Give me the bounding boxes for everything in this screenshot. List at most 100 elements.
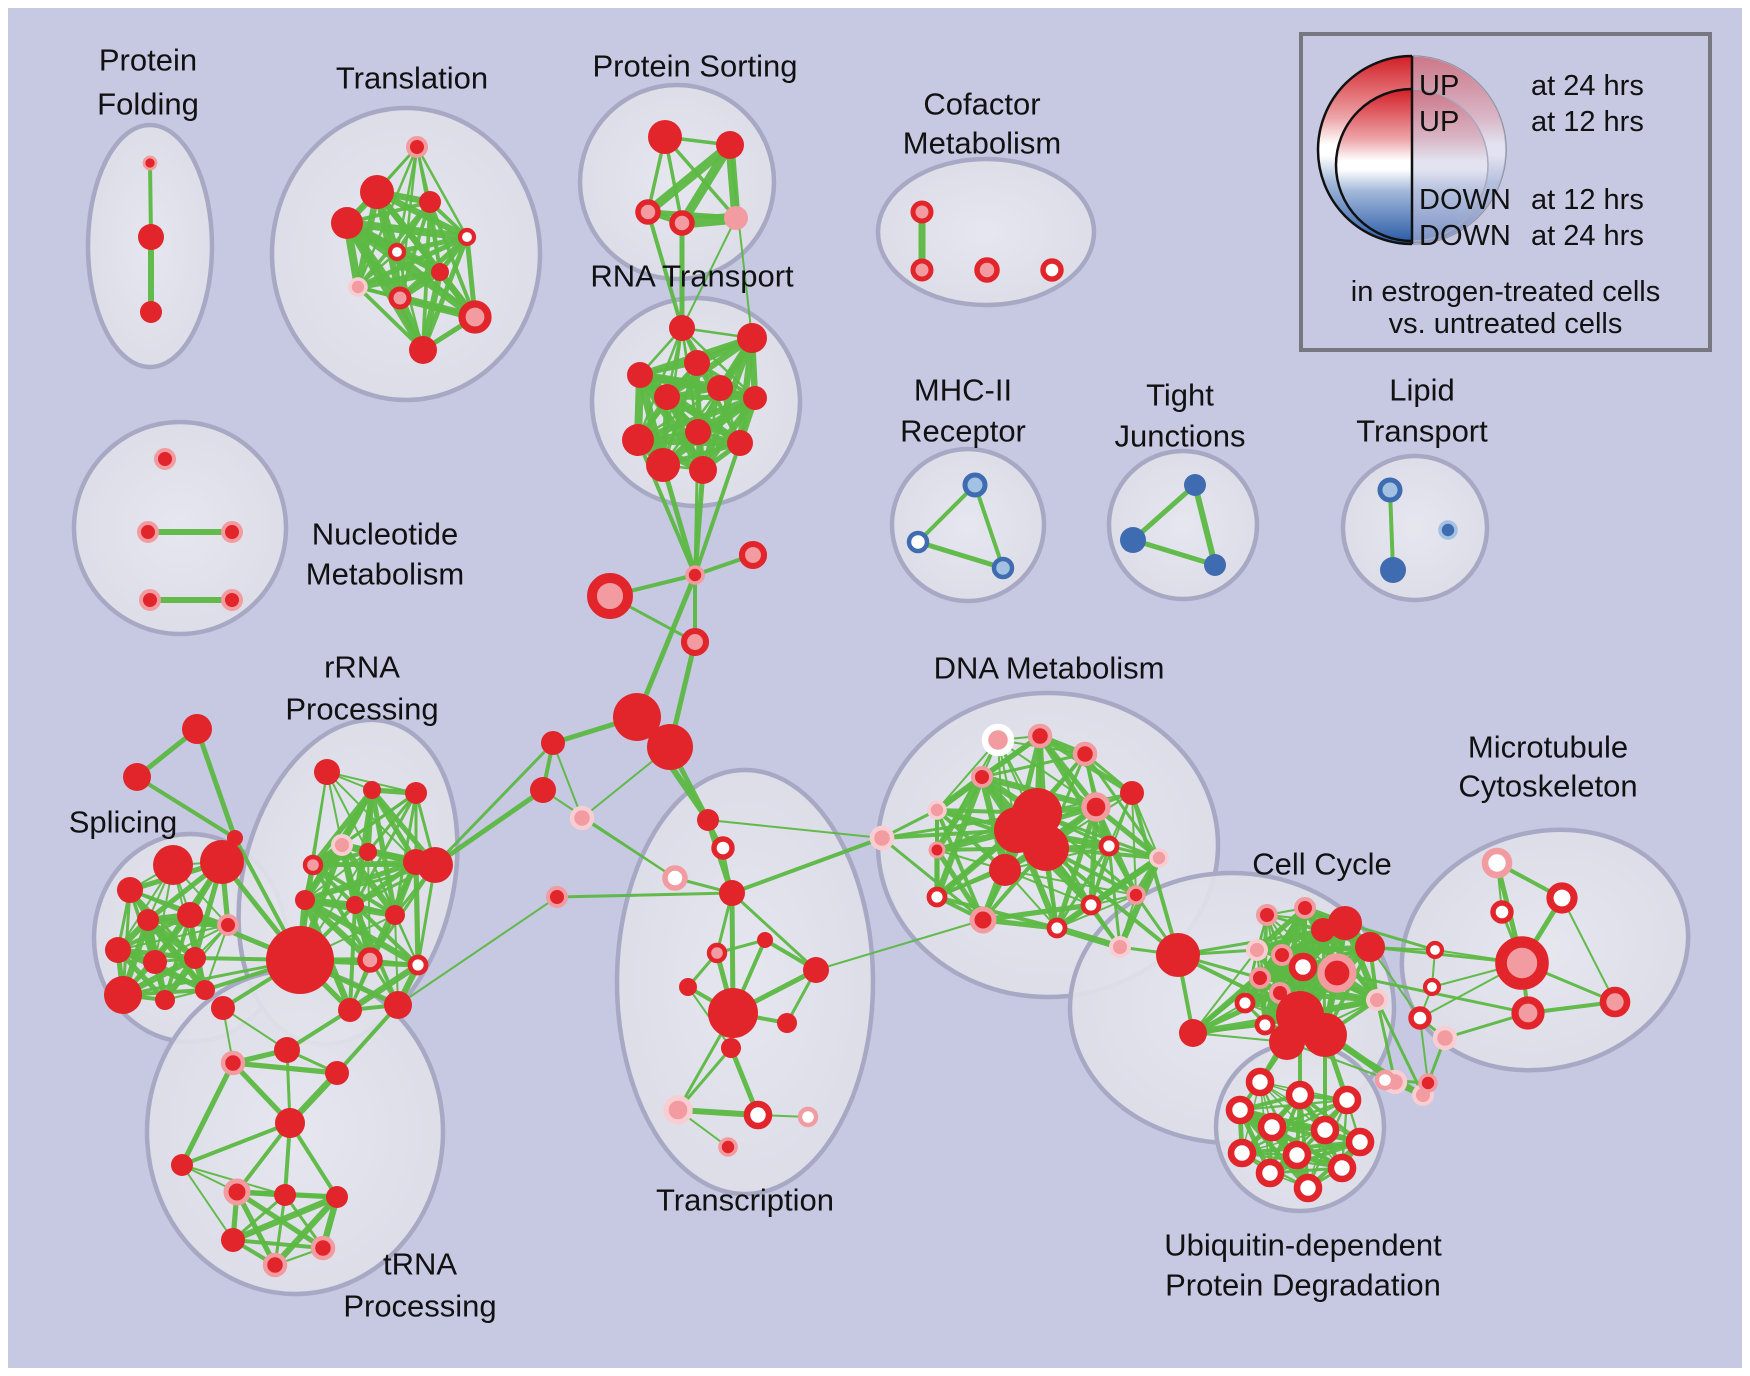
- cluster-label-lipid-transport: Transport: [1356, 414, 1488, 449]
- node-trna-processing-9: [221, 1228, 245, 1252]
- legend-right-half-fade: [1412, 56, 1506, 244]
- node-rrna-processing-13: [407, 954, 429, 976]
- edge: [230, 1060, 340, 1076]
- node-rna-transport-4: [654, 384, 680, 410]
- edge: [729, 144, 753, 339]
- node-cell-cycle-9: [1249, 967, 1271, 989]
- node-free-f1: [123, 763, 151, 791]
- node-transcription-14: [797, 1106, 819, 1128]
- cluster-label-nucleotide-metabolism: Nucleotide: [312, 517, 458, 552]
- node-rrna-processing-10: [385, 905, 405, 925]
- node-trna-processing-3: [325, 1061, 349, 1085]
- node-splicing-9: [104, 976, 142, 1014]
- node-dna-metabolism-19: [1109, 936, 1131, 958]
- node-splicing-4: [177, 902, 203, 928]
- edge: [933, 773, 986, 901]
- edge: [681, 217, 737, 329]
- cluster-label-rna-transport: RNA Transport: [590, 259, 794, 294]
- edge: [552, 742, 583, 819]
- cluster-label-trna-processing: Processing: [343, 1289, 496, 1324]
- cluster-label-microtubule-cytoskeleton: Microtubule: [1468, 730, 1628, 765]
- node-rna-transport-5: [707, 375, 733, 401]
- node-cell-cycle-5: [1246, 939, 1268, 961]
- node-cofactor-metabolism-1: [910, 258, 934, 282]
- node-splicing-7: [143, 950, 167, 974]
- edge: [677, 140, 735, 228]
- node-cell-cycle-8: [1317, 953, 1357, 993]
- node-nucleotide-metabolism-0: [154, 448, 176, 470]
- edge: [326, 771, 369, 853]
- cluster-label-trna-processing: tRNA: [383, 1247, 457, 1282]
- cluster-region-nucleotide-metabolism: [71, 419, 289, 637]
- edge: [664, 394, 758, 401]
- edge: [1130, 537, 1218, 568]
- node-splicing-0: [153, 845, 193, 885]
- edge: [636, 371, 759, 402]
- edge: [1044, 846, 1180, 957]
- node-transcription-1: [711, 836, 735, 860]
- edge: [643, 140, 735, 217]
- node-free-c0: [685, 565, 705, 585]
- node-rna-transport-10: [646, 448, 680, 482]
- edge: [581, 817, 676, 879]
- node-transcription-15: [718, 1137, 738, 1157]
- legend-time-label: at 24 hrs: [1531, 220, 1644, 252]
- cluster-label-dna-metabolism: DNA Metabolism: [934, 651, 1165, 686]
- edge: [335, 1003, 400, 1075]
- node-translation-0: [406, 136, 428, 158]
- legend-time-label: at 12 hrs: [1531, 184, 1644, 216]
- node-splicing-8: [184, 947, 206, 969]
- node-rrna-processing-3: [331, 834, 353, 856]
- cluster-label-microtubule-cytoskeleton: Cytoskeleton: [1458, 769, 1637, 804]
- node-dna-metabolism-5: [1120, 781, 1144, 805]
- edge: [366, 791, 418, 854]
- edge: [1088, 804, 1099, 908]
- node-rrna-processing-11: [266, 926, 334, 994]
- edge: [343, 219, 479, 321]
- node-lipid-transport-2: [1438, 520, 1458, 540]
- node-free-b0: [541, 731, 565, 755]
- node-dna-metabolism-6: [1081, 792, 1111, 822]
- edge: [730, 836, 884, 895]
- node-rrna-processing-14: [338, 998, 362, 1022]
- node-transcription-8: [803, 957, 829, 983]
- node-microtubule-cytoskeleton-8: [1408, 1006, 1432, 1030]
- node-rna-transport-11: [689, 456, 717, 484]
- node-transcription-0: [697, 809, 719, 831]
- node-cell-cycle-0: [1256, 904, 1278, 926]
- cluster-label-rrna-processing: Processing: [285, 692, 438, 727]
- node-rna-transport-9: [727, 430, 753, 456]
- node-free-g0: [869, 825, 895, 851]
- node-splicing-11: [195, 980, 215, 1000]
- node-rrna-processing-5: [359, 843, 377, 861]
- node-cell-cycle-14: [1303, 1013, 1347, 1057]
- edge: [433, 741, 555, 867]
- edge: [1388, 488, 1395, 572]
- node-nucleotide-metabolism-4: [221, 589, 243, 611]
- cluster-label-cofactor-metabolism: Cofactor: [923, 87, 1040, 122]
- edge: [699, 334, 756, 474]
- node-free-f2: [227, 830, 243, 846]
- cluster-label-protein-folding: Folding: [97, 87, 199, 122]
- nodes-layer: [104, 120, 1631, 1278]
- node-ubiquitin-degradation-10: [1255, 1158, 1285, 1188]
- node-ubiquitin-degradation-9: [1327, 1153, 1357, 1183]
- node-protein-sorting-4: [724, 206, 748, 230]
- node-rna-transport-1: [737, 323, 767, 353]
- edge: [179, 1060, 236, 1168]
- node-rna-transport-0: [669, 315, 695, 341]
- edge: [394, 234, 470, 255]
- node-trna-processing-7: [274, 1184, 296, 1206]
- node-rrna-processing-1: [363, 781, 381, 799]
- edge: [1561, 897, 1616, 1003]
- edge: [413, 859, 421, 968]
- cluster-label-protein-folding: Protein: [99, 43, 197, 78]
- cluster-label-mhc-ii-receptor: MHC-II: [914, 373, 1012, 408]
- node-protein-folding-0: [142, 155, 158, 171]
- node-protein-sorting-1: [716, 131, 744, 159]
- node-cell-cycle-4: [1355, 932, 1385, 962]
- node-cofactor-metabolism-2: [974, 257, 1000, 283]
- node-microtubule-cytoskeleton-1: [1546, 882, 1578, 914]
- node-cell-cycle-10: [1234, 992, 1256, 1014]
